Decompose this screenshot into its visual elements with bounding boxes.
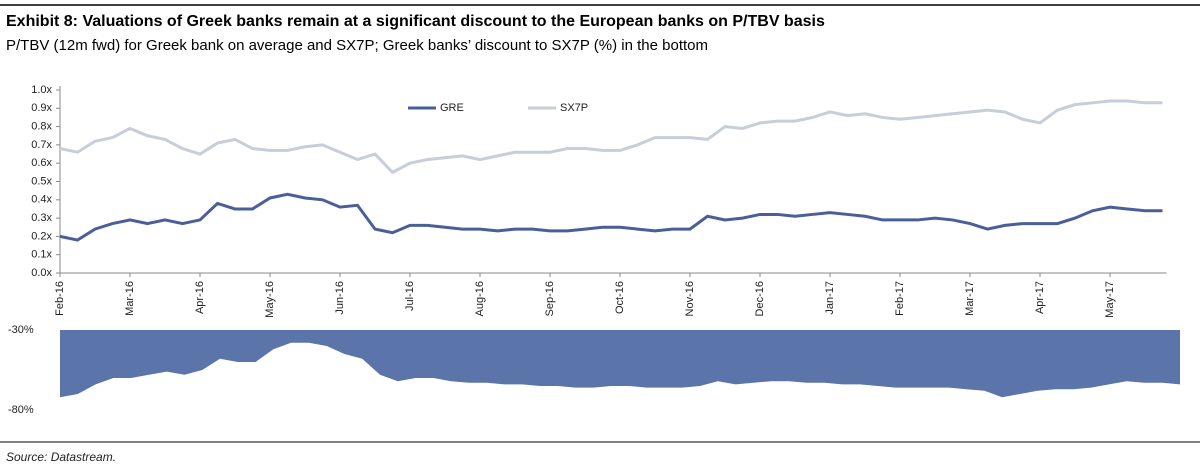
- x-tick-label: Dec-16: [754, 281, 766, 316]
- x-tick-label: Nov-16: [684, 281, 696, 316]
- x-tick-label: Sep-16: [544, 281, 556, 316]
- x-tick-label: Aug-16: [474, 281, 486, 316]
- series-line: [59, 192, 1163, 242]
- y-tick-label: 0.3x: [31, 212, 52, 224]
- y-tick-label: -30%: [8, 324, 34, 336]
- x-tick-label: Jun-16: [334, 281, 346, 315]
- x-tick-label: Feb-17: [894, 281, 906, 316]
- y-tick-label: 0.1x: [31, 249, 52, 261]
- y-tick-label: 0.8x: [31, 121, 52, 133]
- x-tick-label: Oct-16: [614, 281, 626, 314]
- discount-area: [60, 330, 1180, 398]
- series-line: [59, 99, 1163, 175]
- legend-label: GRE: [440, 102, 464, 114]
- y-tick-label: 0.4x: [31, 194, 52, 206]
- y-tick-label: 0.2x: [31, 230, 52, 242]
- x-tick-label: May-16: [264, 281, 276, 318]
- x-tick-label: Feb-16: [54, 281, 66, 316]
- x-tick-label: Apr-17: [1034, 281, 1046, 314]
- x-tick-label: Mar-16: [124, 281, 136, 316]
- x-tick-label: Apr-16: [194, 281, 206, 314]
- chart-subtitle: P/TBV (12m fwd) for Greek bank on averag…: [6, 37, 708, 54]
- y-tick-label: 0.7x: [31, 139, 52, 151]
- y-tick-label: -80%: [8, 404, 34, 416]
- y-tick-label: 0.6x: [31, 157, 52, 169]
- x-tick-label: Mar-17: [964, 281, 976, 316]
- x-tick-label: Jul-16: [404, 281, 416, 311]
- y-tick-label: 0.0x: [31, 267, 52, 279]
- source: Source: Datastream.: [6, 450, 116, 464]
- y-tick-label: 1.0x: [31, 84, 52, 96]
- y-tick-label: 0.9x: [31, 102, 52, 114]
- x-tick-label: Jan-17: [824, 281, 836, 315]
- legend-label: SX7P: [560, 102, 588, 114]
- x-tick-label: May-17: [1104, 281, 1116, 318]
- chart-title: Exhibit 8: Valuations of Greek banks rem…: [6, 13, 825, 30]
- y-tick-label: 0.5x: [31, 175, 52, 187]
